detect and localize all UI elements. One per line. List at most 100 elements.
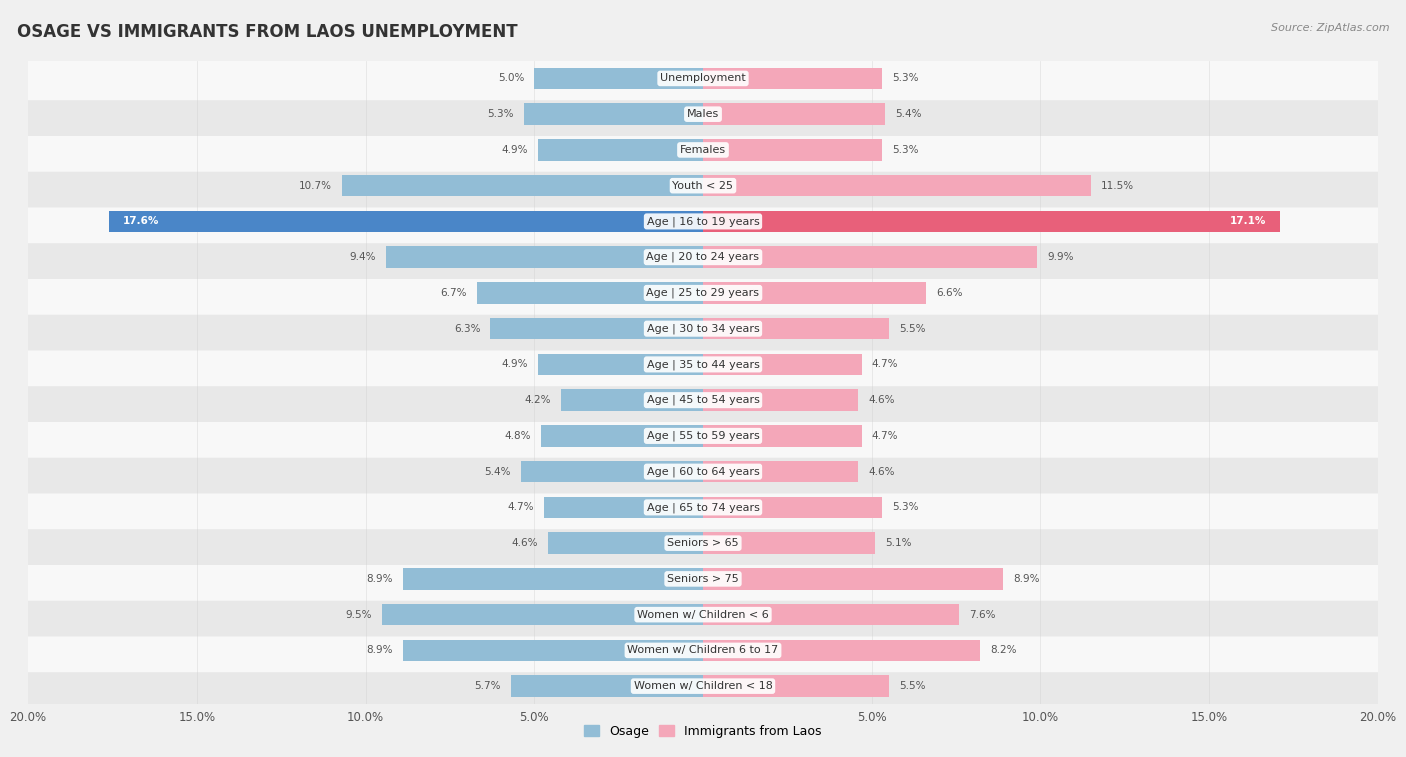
- Bar: [402, 640, 703, 661]
- Text: Source: ZipAtlas.com: Source: ZipAtlas.com: [1271, 23, 1389, 33]
- Text: 8.9%: 8.9%: [366, 646, 392, 656]
- Bar: [534, 67, 703, 89]
- Text: 9.9%: 9.9%: [1047, 252, 1074, 262]
- Bar: [544, 497, 703, 518]
- Text: 8.2%: 8.2%: [990, 646, 1017, 656]
- FancyBboxPatch shape: [25, 271, 1381, 315]
- Bar: [703, 425, 862, 447]
- Bar: [703, 389, 858, 411]
- FancyBboxPatch shape: [25, 593, 1381, 637]
- Text: 8.9%: 8.9%: [366, 574, 392, 584]
- FancyBboxPatch shape: [25, 343, 1381, 386]
- Bar: [703, 497, 882, 518]
- Text: 4.2%: 4.2%: [524, 395, 551, 405]
- Text: 4.6%: 4.6%: [869, 466, 894, 477]
- Text: Age | 60 to 64 years: Age | 60 to 64 years: [647, 466, 759, 477]
- Text: Age | 20 to 24 years: Age | 20 to 24 years: [647, 252, 759, 263]
- Text: Youth < 25: Youth < 25: [672, 181, 734, 191]
- FancyBboxPatch shape: [25, 235, 1381, 279]
- Text: 5.3%: 5.3%: [488, 109, 515, 119]
- Text: 11.5%: 11.5%: [1101, 181, 1135, 191]
- Text: 7.6%: 7.6%: [970, 609, 995, 620]
- Bar: [524, 104, 703, 125]
- Text: 5.3%: 5.3%: [891, 73, 918, 83]
- Text: 9.4%: 9.4%: [349, 252, 375, 262]
- Text: Seniors > 75: Seniors > 75: [666, 574, 740, 584]
- Text: Age | 65 to 74 years: Age | 65 to 74 years: [647, 502, 759, 512]
- FancyBboxPatch shape: [25, 57, 1381, 100]
- Bar: [110, 210, 703, 232]
- Bar: [703, 675, 889, 697]
- Bar: [537, 139, 703, 160]
- Bar: [385, 247, 703, 268]
- Text: 5.7%: 5.7%: [474, 681, 501, 691]
- Text: 10.7%: 10.7%: [299, 181, 332, 191]
- Bar: [703, 175, 1091, 196]
- Text: 9.5%: 9.5%: [346, 609, 373, 620]
- Bar: [537, 354, 703, 375]
- Bar: [561, 389, 703, 411]
- FancyBboxPatch shape: [25, 485, 1381, 529]
- Bar: [402, 569, 703, 590]
- Bar: [703, 282, 925, 304]
- Text: Age | 45 to 54 years: Age | 45 to 54 years: [647, 395, 759, 406]
- Text: 17.1%: 17.1%: [1230, 217, 1267, 226]
- Bar: [703, 569, 1004, 590]
- FancyBboxPatch shape: [25, 378, 1381, 422]
- Bar: [703, 640, 980, 661]
- FancyBboxPatch shape: [25, 665, 1381, 708]
- Text: 5.4%: 5.4%: [484, 466, 510, 477]
- Text: Age | 16 to 19 years: Age | 16 to 19 years: [647, 217, 759, 226]
- Text: Seniors > 65: Seniors > 65: [668, 538, 738, 548]
- Text: 4.7%: 4.7%: [872, 360, 898, 369]
- Text: 5.0%: 5.0%: [498, 73, 524, 83]
- FancyBboxPatch shape: [25, 522, 1381, 565]
- Bar: [703, 318, 889, 339]
- FancyBboxPatch shape: [25, 92, 1381, 136]
- Text: 8.9%: 8.9%: [1014, 574, 1040, 584]
- Text: 4.9%: 4.9%: [501, 360, 527, 369]
- Bar: [520, 461, 703, 482]
- Text: Unemployment: Unemployment: [661, 73, 745, 83]
- Bar: [491, 318, 703, 339]
- Text: Males: Males: [688, 109, 718, 119]
- Bar: [382, 604, 703, 625]
- FancyBboxPatch shape: [25, 628, 1381, 672]
- Text: 5.5%: 5.5%: [898, 324, 925, 334]
- Legend: Osage, Immigrants from Laos: Osage, Immigrants from Laos: [579, 720, 827, 743]
- Text: 5.5%: 5.5%: [898, 681, 925, 691]
- Text: Women w/ Children < 18: Women w/ Children < 18: [634, 681, 772, 691]
- Text: Age | 30 to 34 years: Age | 30 to 34 years: [647, 323, 759, 334]
- Text: 5.3%: 5.3%: [891, 503, 918, 512]
- Text: 4.7%: 4.7%: [872, 431, 898, 441]
- Bar: [510, 675, 703, 697]
- Bar: [703, 354, 862, 375]
- Text: Women w/ Children 6 to 17: Women w/ Children 6 to 17: [627, 646, 779, 656]
- Text: 5.1%: 5.1%: [886, 538, 911, 548]
- FancyBboxPatch shape: [25, 164, 1381, 207]
- Text: 4.8%: 4.8%: [505, 431, 531, 441]
- Bar: [541, 425, 703, 447]
- Text: Females: Females: [681, 145, 725, 155]
- Bar: [548, 532, 703, 554]
- FancyBboxPatch shape: [25, 450, 1381, 494]
- Text: Women w/ Children < 6: Women w/ Children < 6: [637, 609, 769, 620]
- Text: 4.7%: 4.7%: [508, 503, 534, 512]
- Bar: [703, 532, 875, 554]
- Text: Age | 25 to 29 years: Age | 25 to 29 years: [647, 288, 759, 298]
- Text: 4.6%: 4.6%: [512, 538, 537, 548]
- FancyBboxPatch shape: [25, 307, 1381, 350]
- FancyBboxPatch shape: [25, 200, 1381, 243]
- FancyBboxPatch shape: [25, 557, 1381, 601]
- Text: 4.6%: 4.6%: [869, 395, 894, 405]
- Bar: [703, 139, 882, 160]
- Text: OSAGE VS IMMIGRANTS FROM LAOS UNEMPLOYMENT: OSAGE VS IMMIGRANTS FROM LAOS UNEMPLOYME…: [17, 23, 517, 41]
- Bar: [703, 604, 959, 625]
- Text: 17.6%: 17.6%: [122, 217, 159, 226]
- Bar: [703, 210, 1279, 232]
- Text: 6.7%: 6.7%: [440, 288, 467, 298]
- Bar: [703, 67, 882, 89]
- Text: 5.4%: 5.4%: [896, 109, 922, 119]
- Bar: [703, 247, 1038, 268]
- Text: 6.6%: 6.6%: [936, 288, 962, 298]
